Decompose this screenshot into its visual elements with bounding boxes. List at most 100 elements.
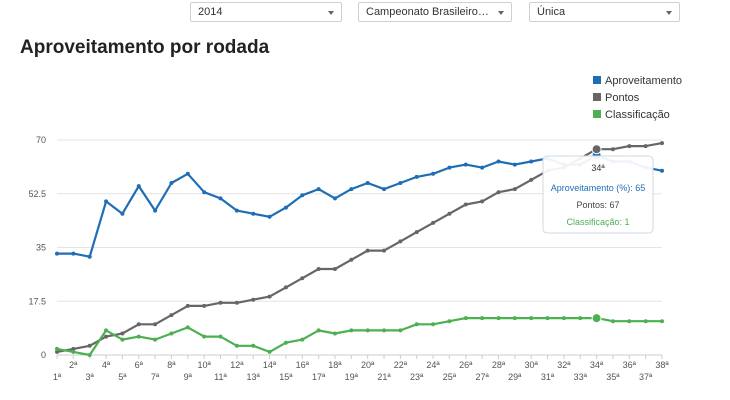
data-point[interactable] — [610, 319, 615, 324]
data-point[interactable] — [234, 208, 239, 213]
data-point[interactable] — [267, 294, 272, 299]
data-point[interactable] — [71, 349, 76, 354]
data-point[interactable] — [660, 319, 664, 324]
data-point[interactable] — [300, 193, 305, 198]
data-point[interactable] — [545, 316, 550, 321]
season-select[interactable]: 2014 — [190, 2, 342, 22]
data-point[interactable] — [202, 303, 207, 308]
data-point[interactable] — [431, 220, 436, 225]
data-point[interactable] — [267, 214, 272, 219]
data-point[interactable] — [529, 316, 534, 321]
data-point[interactable] — [136, 184, 141, 189]
data-point[interactable] — [218, 300, 223, 305]
data-point[interactable] — [332, 267, 337, 271]
data-point[interactable] — [136, 322, 141, 327]
data-point[interactable] — [529, 159, 534, 164]
data-point[interactable] — [136, 334, 141, 339]
data-point[interactable] — [300, 276, 305, 281]
data-point[interactable] — [529, 177, 534, 182]
data-point[interactable] — [55, 251, 59, 256]
data-point[interactable] — [447, 319, 452, 324]
data-point[interactable] — [365, 181, 370, 185]
data-point[interactable] — [349, 257, 354, 262]
data-point[interactable] — [382, 187, 387, 192]
data-point[interactable] — [153, 337, 158, 342]
data-point[interactable] — [332, 331, 337, 336]
data-point[interactable] — [169, 331, 174, 336]
data-point[interactable] — [365, 248, 370, 253]
data-point[interactable] — [185, 171, 190, 176]
data-point[interactable] — [480, 199, 485, 204]
data-point[interactable] — [153, 322, 158, 327]
data-point[interactable] — [218, 196, 223, 201]
data-point[interactable] — [349, 328, 354, 333]
data-point[interactable] — [283, 205, 288, 210]
data-point[interactable] — [447, 211, 452, 216]
data-point[interactable] — [283, 285, 288, 290]
data-point[interactable] — [332, 196, 337, 201]
data-point[interactable] — [463, 162, 468, 167]
data-point[interactable] — [55, 349, 59, 354]
data-point[interactable] — [398, 239, 403, 244]
data-point[interactable] — [496, 190, 501, 195]
data-point[interactable] — [218, 334, 223, 339]
data-point[interactable] — [398, 181, 403, 185]
data-point[interactable] — [234, 343, 239, 348]
data-point[interactable] — [561, 316, 566, 321]
data-point[interactable] — [104, 199, 109, 204]
data-point[interactable] — [447, 165, 452, 170]
data-point[interactable] — [480, 316, 485, 321]
data-point[interactable] — [496, 316, 501, 321]
data-point[interactable] — [382, 248, 387, 253]
legend-label[interactable]: Aproveitamento — [605, 75, 682, 87]
data-point[interactable] — [643, 144, 648, 149]
data-point[interactable] — [414, 230, 419, 235]
data-point[interactable] — [627, 319, 632, 324]
data-point[interactable] — [463, 316, 468, 321]
data-point[interactable] — [87, 254, 92, 259]
data-point[interactable] — [463, 202, 468, 207]
data-point[interactable] — [87, 353, 92, 357]
data-point[interactable] — [185, 325, 190, 330]
legend-label[interactable]: Classificação — [605, 109, 670, 121]
data-point[interactable] — [316, 328, 321, 333]
legend-label[interactable]: Pontos — [605, 92, 640, 104]
data-point[interactable] — [496, 159, 501, 164]
data-point[interactable] — [431, 322, 436, 327]
data-point[interactable] — [512, 187, 517, 192]
data-point[interactable] — [71, 346, 76, 351]
data-point[interactable] — [169, 313, 174, 318]
data-point[interactable] — [251, 343, 256, 348]
data-point[interactable] — [234, 300, 239, 305]
data-point[interactable] — [660, 141, 664, 146]
data-point[interactable] — [512, 162, 517, 167]
data-point[interactable] — [643, 319, 648, 324]
series-line[interactable] — [56, 317, 662, 357]
data-point[interactable] — [480, 165, 485, 170]
data-point[interactable] — [87, 343, 92, 348]
data-point[interactable] — [251, 211, 256, 216]
data-point[interactable] — [185, 303, 190, 308]
hover-point[interactable] — [591, 313, 602, 324]
phase-select[interactable]: Única — [529, 2, 680, 22]
data-point[interactable] — [431, 171, 436, 176]
data-point[interactable] — [104, 334, 109, 339]
data-point[interactable] — [316, 267, 321, 271]
data-point[interactable] — [365, 328, 370, 333]
data-point[interactable] — [414, 322, 419, 327]
data-point[interactable] — [414, 174, 419, 179]
hover-point[interactable] — [591, 144, 602, 155]
data-point[interactable] — [382, 328, 387, 333]
data-point[interactable] — [610, 147, 615, 152]
data-point[interactable] — [153, 208, 158, 213]
data-point[interactable] — [169, 181, 174, 185]
data-point[interactable] — [120, 337, 125, 342]
data-point[interactable] — [627, 144, 632, 149]
data-point[interactable] — [349, 187, 354, 192]
data-point[interactable] — [300, 337, 305, 342]
data-point[interactable] — [71, 251, 76, 256]
data-point[interactable] — [104, 328, 109, 333]
data-point[interactable] — [512, 316, 517, 321]
data-point[interactable] — [251, 297, 256, 302]
